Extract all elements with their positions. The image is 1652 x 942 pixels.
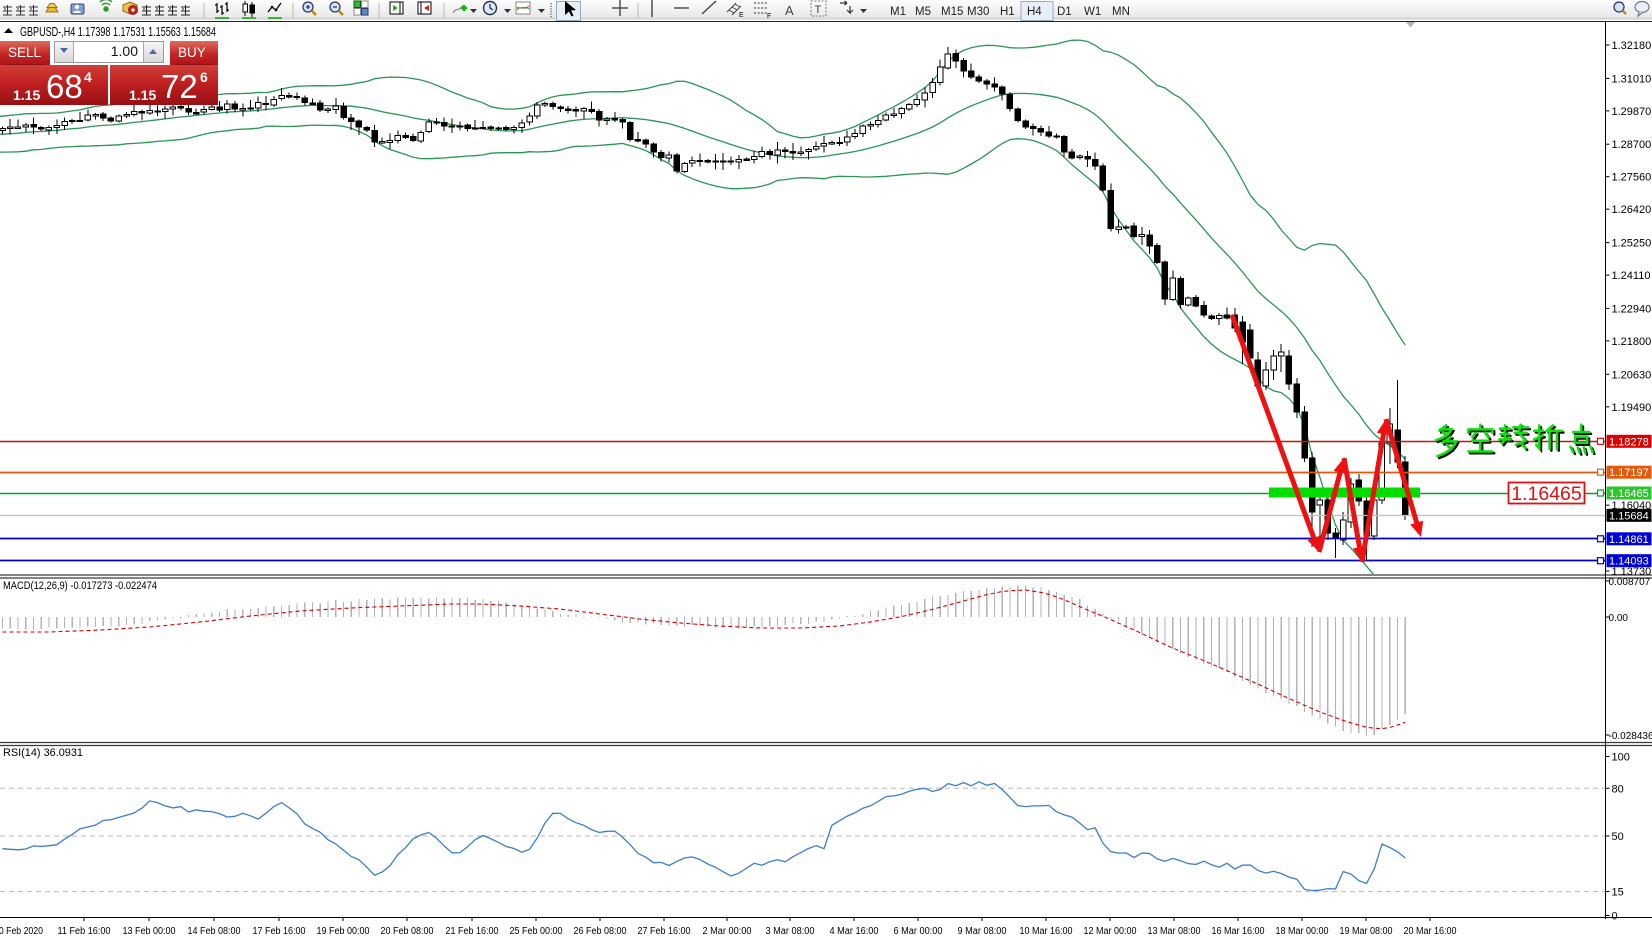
svg-text:19 Feb 00:00: 19 Feb 00:00 xyxy=(317,926,370,937)
svg-text:15: 15 xyxy=(1612,887,1624,899)
svg-text:H1: H1 xyxy=(1000,6,1015,18)
svg-text:0.00: 0.00 xyxy=(1609,613,1629,624)
svg-text:14 Feb 08:00: 14 Feb 08:00 xyxy=(188,926,241,937)
svg-text:M1: M1 xyxy=(890,6,906,18)
svg-text:9 Mar 08:00: 9 Mar 08:00 xyxy=(958,926,1007,937)
svg-text:D1: D1 xyxy=(1057,6,1072,18)
svg-text:MN: MN xyxy=(1112,6,1130,18)
svg-text:1.15684: 1.15684 xyxy=(1609,510,1649,522)
svg-text:12 Mar 00:00: 12 Mar 00:00 xyxy=(1084,926,1137,937)
svg-text:1.18278: 1.18278 xyxy=(1609,436,1649,448)
svg-text:E: E xyxy=(739,12,744,19)
svg-text:25 Feb 00:00: 25 Feb 00:00 xyxy=(510,926,563,937)
svg-text:13 Feb 00:00: 13 Feb 00:00 xyxy=(123,926,176,937)
svg-text:RSI(14) 36.0931: RSI(14) 36.0931 xyxy=(3,747,83,759)
svg-text:1.32180: 1.32180 xyxy=(1612,40,1652,52)
svg-text:6 Mar 00:00: 6 Mar 00:00 xyxy=(894,926,943,937)
svg-text:10 Mar 16:00: 10 Mar 16:00 xyxy=(1020,926,1073,937)
svg-text:0.008707: 0.008707 xyxy=(1609,577,1651,588)
svg-text:MACD(12,26,9) -0.017273 -0.022: MACD(12,26,9) -0.017273 -0.022474 xyxy=(3,580,157,592)
svg-text:M5: M5 xyxy=(915,6,931,18)
svg-text:1.27560: 1.27560 xyxy=(1612,172,1652,184)
svg-text:M30: M30 xyxy=(967,6,989,18)
svg-text:3 Mar 08:00: 3 Mar 08:00 xyxy=(766,926,815,937)
svg-text:1.19490: 1.19490 xyxy=(1612,402,1652,414)
svg-text:1.24110: 1.24110 xyxy=(1612,270,1651,282)
svg-text:F: F xyxy=(767,13,771,20)
svg-text:1.16465: 1.16465 xyxy=(1511,483,1582,505)
svg-text:1.13730: 1.13730 xyxy=(1612,566,1652,578)
svg-text:1.29870: 1.29870 xyxy=(1612,106,1652,118)
svg-text:H4: H4 xyxy=(1027,6,1042,18)
svg-text:0: 0 xyxy=(1612,911,1618,923)
svg-text:18 Mar 00:00: 18 Mar 00:00 xyxy=(1276,926,1329,937)
svg-text:27 Feb 16:00: 27 Feb 16:00 xyxy=(638,926,691,937)
svg-text:4 Mar 16:00: 4 Mar 16:00 xyxy=(830,926,879,937)
svg-text:1.31010: 1.31010 xyxy=(1612,73,1652,85)
svg-text:1.20630: 1.20630 xyxy=(1612,369,1652,381)
svg-text:80: 80 xyxy=(1612,783,1624,795)
svg-text:M15: M15 xyxy=(941,6,963,18)
svg-text:26 Feb 08:00: 26 Feb 08:00 xyxy=(574,926,627,937)
svg-text:1.16465: 1.16465 xyxy=(1609,488,1649,500)
svg-text:A: A xyxy=(785,3,794,18)
svg-text:1.26420: 1.26420 xyxy=(1612,204,1652,216)
svg-text:1.25250: 1.25250 xyxy=(1612,238,1652,250)
svg-text:20 Mar 16:00: 20 Mar 16:00 xyxy=(1404,926,1457,937)
svg-text:19 Mar 08:00: 19 Mar 08:00 xyxy=(1340,926,1393,937)
svg-text:13 Mar 08:00: 13 Mar 08:00 xyxy=(1148,926,1201,937)
svg-text:10 Feb 2020: 10 Feb 2020 xyxy=(0,926,43,937)
svg-text:T: T xyxy=(815,4,822,16)
svg-text:W1: W1 xyxy=(1084,6,1101,18)
svg-text:100: 100 xyxy=(1612,752,1630,764)
svg-text:1.14861: 1.14861 xyxy=(1609,534,1649,546)
svg-text:1.21800: 1.21800 xyxy=(1612,336,1652,348)
svg-text:1.22940: 1.22940 xyxy=(1612,303,1652,315)
svg-text:1.17197: 1.17197 xyxy=(1609,467,1649,479)
svg-text:-0.028436: -0.028436 xyxy=(1609,731,1652,742)
svg-text:GBPUSD-,H4 1.17398 1.17531 1.: GBPUSD-,H4 1.17398 1.17531 1.15563 1.156… xyxy=(20,25,216,39)
svg-text:21 Feb 16:00: 21 Feb 16:00 xyxy=(446,926,499,937)
svg-text:16 Mar 16:00: 16 Mar 16:00 xyxy=(1212,926,1265,937)
svg-text:11 Feb 16:00: 11 Feb 16:00 xyxy=(58,926,111,937)
svg-text:20 Feb 08:00: 20 Feb 08:00 xyxy=(381,926,434,937)
svg-text:1.28700: 1.28700 xyxy=(1612,139,1652,151)
svg-text:50: 50 xyxy=(1612,831,1624,843)
svg-text:1.14093: 1.14093 xyxy=(1609,556,1649,568)
svg-text:2 Mar 00:00: 2 Mar 00:00 xyxy=(703,926,752,937)
svg-text:17 Feb 16:00: 17 Feb 16:00 xyxy=(253,926,306,937)
